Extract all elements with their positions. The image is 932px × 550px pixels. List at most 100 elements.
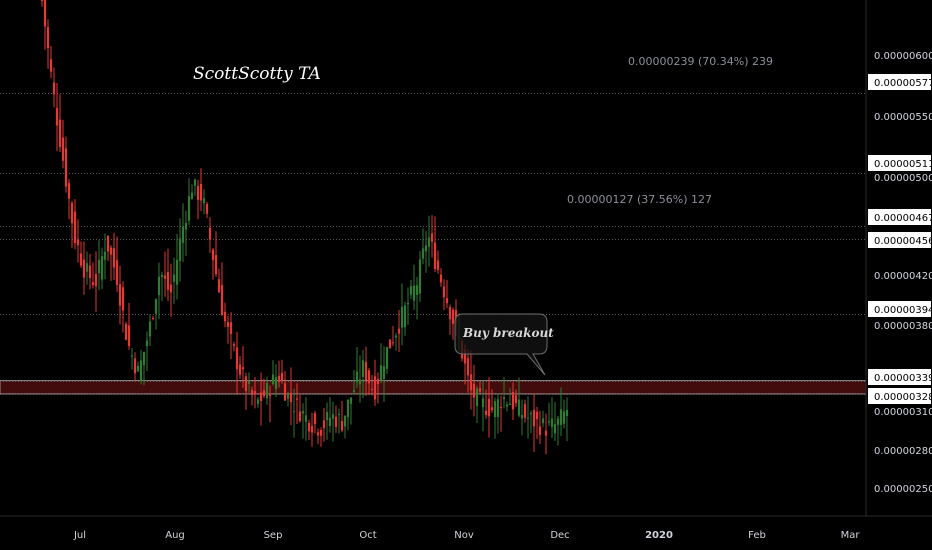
- candle-body: [172, 274, 176, 282]
- candle-body: [514, 395, 518, 404]
- twitter-bird-icon: [172, 63, 190, 78]
- candle-body: [373, 376, 377, 400]
- candle-body: [79, 253, 83, 266]
- x-tick-label: Oct: [359, 530, 376, 541]
- zone-group: [0, 380, 867, 395]
- candle-body: [223, 311, 227, 322]
- candle-body: [547, 421, 551, 423]
- candle-body: [376, 378, 380, 385]
- candle-body: [169, 284, 173, 293]
- candle-body: [565, 409, 569, 417]
- y-tick-label: 0.00000380: [874, 321, 932, 332]
- candle-body: [202, 198, 206, 204]
- candle-body: [517, 399, 521, 416]
- candle-body: [103, 251, 107, 260]
- candle-body: [211, 249, 215, 260]
- candle-body: [388, 339, 392, 349]
- candle-body: [196, 186, 200, 200]
- candle-body: [550, 418, 554, 427]
- candle-body: [151, 317, 155, 319]
- candle-body: [526, 417, 530, 419]
- candle-body: [295, 398, 299, 400]
- candle-body: [385, 347, 389, 369]
- candle-body: [511, 392, 515, 410]
- candle-body: [271, 374, 275, 384]
- candle-body: [496, 399, 500, 418]
- price-label: 0.00000456: [874, 236, 932, 247]
- candle-body: [229, 322, 233, 334]
- candle-body: [307, 422, 311, 432]
- candle-body: [310, 426, 314, 433]
- price-lines: [0, 93, 866, 395]
- y-tick-label: 0.00000550: [874, 112, 932, 123]
- candle-body: [226, 322, 230, 328]
- candle-body: [532, 410, 536, 427]
- candle-body: [274, 377, 278, 389]
- price-label: 0.00000577: [874, 78, 932, 89]
- candle-body: [193, 179, 197, 186]
- y-tick-label: 0.00000280: [874, 446, 932, 457]
- candle-body: [316, 432, 320, 436]
- x-tick-label: Mar: [841, 530, 861, 541]
- price-label-box: [868, 388, 931, 404]
- x-tick-label: Aug: [165, 530, 185, 541]
- candle-body: [463, 349, 467, 364]
- candle-body: [427, 237, 431, 247]
- candle-body: [136, 365, 140, 372]
- candle-body: [331, 414, 335, 419]
- candle-body: [499, 407, 503, 409]
- candle-body: [55, 107, 59, 126]
- candle-body: [277, 375, 281, 382]
- candle-body: [157, 276, 161, 296]
- price-label-box: [868, 74, 931, 90]
- candle-body: [262, 390, 266, 397]
- candle-body: [325, 412, 329, 421]
- candle-body: [448, 307, 452, 320]
- y-tick-label: 0.00000250: [874, 484, 932, 495]
- candle-body: [346, 399, 350, 418]
- candle-body: [127, 325, 131, 347]
- candle-body: [49, 59, 53, 72]
- candle-body: [400, 306, 404, 328]
- candle-body: [133, 358, 137, 374]
- candle-body: [58, 119, 62, 147]
- candle-body: [160, 274, 164, 278]
- candle-body: [190, 192, 194, 200]
- candle-body: [163, 275, 167, 279]
- candle-body: [292, 411, 296, 413]
- candle-body: [247, 381, 251, 384]
- candle-body: [301, 411, 305, 414]
- candle-body: [505, 404, 509, 407]
- candle-body: [484, 410, 488, 416]
- candle-body: [538, 426, 542, 435]
- candle-body: [340, 421, 344, 431]
- candle-body: [106, 235, 110, 252]
- candle-body: [535, 411, 539, 420]
- x-tick-label: Jul: [73, 530, 86, 541]
- candle-body: [559, 409, 563, 425]
- candle-body: [259, 392, 263, 401]
- candle-body: [334, 416, 338, 427]
- candle-body: [70, 202, 74, 224]
- price-label: 0.00000328: [874, 392, 932, 403]
- candle-body: [364, 361, 368, 381]
- candle-body: [214, 255, 218, 275]
- resistance-zone: [0, 380, 867, 395]
- measurement-label-top: 0.00000239 (70.34%) 239: [628, 55, 773, 68]
- candle-body: [424, 245, 428, 252]
- candle-body: [43, 0, 47, 27]
- price-label: 0.00000511: [874, 159, 932, 170]
- candle-body: [475, 388, 479, 407]
- candle-body: [118, 284, 122, 306]
- candle-body: [178, 238, 182, 261]
- candle-body: [289, 392, 293, 402]
- candle-body: [442, 286, 446, 298]
- candle-body: [418, 259, 422, 294]
- x-tick-label: Feb: [748, 530, 766, 541]
- candle-body: [562, 411, 566, 424]
- candle-body: [91, 282, 95, 286]
- price-label: 0.00000394: [874, 305, 932, 316]
- candle-body: [409, 286, 413, 295]
- candle-body: [433, 242, 437, 270]
- callout-label: Buy breakout: [462, 326, 554, 340]
